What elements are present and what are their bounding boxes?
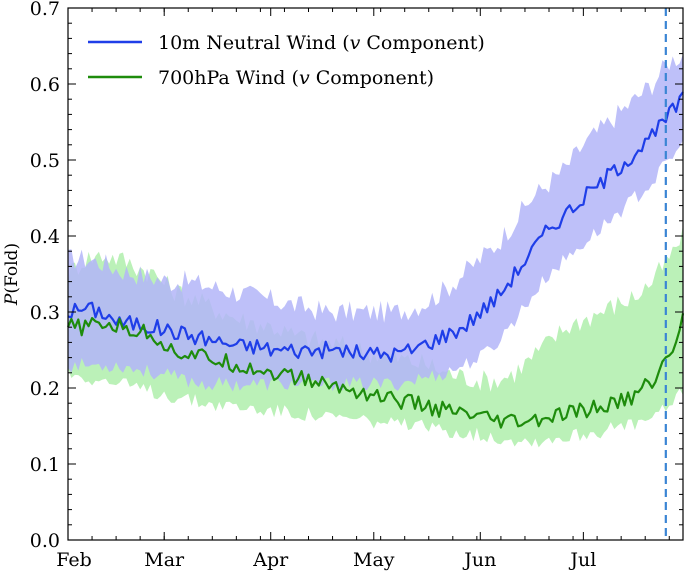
xtick-label: Mar [144,549,185,571]
ytick-label: 0.1 [30,454,60,476]
plot-frame [67,7,684,541]
band-series-1 [68,224,683,448]
legend: 10m Neutral Wind (v Component) 700hPa Win… [88,32,485,89]
uncertainty-bands [68,54,683,448]
line-series-0 [67,91,684,363]
xtick-label: Jun [462,549,496,571]
xtick-label: Apr [252,549,289,571]
xtick-label: May [353,549,395,571]
y-axis-label: P(Fold) [2,243,22,306]
series-lines [66,91,685,429]
ytick-label: 0.2 [30,378,60,400]
ytick-label: 0.5 [30,150,60,172]
axis-ticks [67,7,683,541]
xtick-label: Jul [568,549,596,571]
xtick-label: Feb [56,549,92,571]
legend-label-1: 700hPa Wind (v Component) [158,67,434,89]
ytick-label: 0.7 [30,0,60,20]
legend-label-0: 10m Neutral Wind (v Component) [158,32,485,54]
y-tick-labels: 0.0 0.1 0.2 0.3 0.4 0.5 0.6 0.7 [30,0,60,552]
ytick-label: 0.0 [30,530,60,552]
line-series-1 [66,313,685,429]
ytick-label: 0.4 [30,226,60,248]
y-axis-label-symbol: P [2,293,22,306]
x-tick-labels: Feb Mar Apr May Jun Jul [56,549,596,571]
y-axis-label-rest: (Fold) [2,243,22,294]
band-series-0 [68,54,683,392]
ytick-label: 0.6 [30,74,60,96]
ytick-label: 0.3 [30,302,60,324]
